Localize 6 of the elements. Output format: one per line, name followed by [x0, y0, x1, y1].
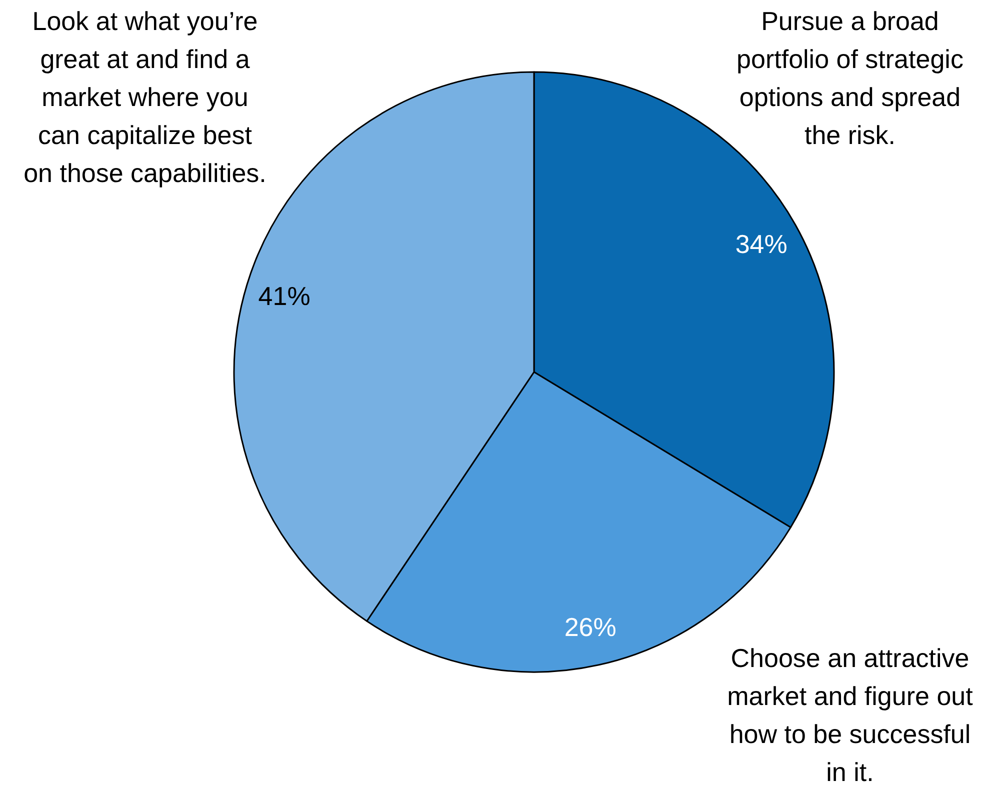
slice-label: Look at what you’re great at and find a market where you can capitalize best on those capabilities. [24, 6, 266, 188]
data-label: 41% [258, 280, 310, 311]
data-label: 26% [564, 612, 616, 642]
slice-label: Choose an attractive market and figure out how to be successful in it. [727, 643, 974, 787]
slice-label: Pursue a broad portfolio of strategic options and spread the risk. [736, 6, 964, 150]
data-label: 34% [735, 228, 788, 259]
